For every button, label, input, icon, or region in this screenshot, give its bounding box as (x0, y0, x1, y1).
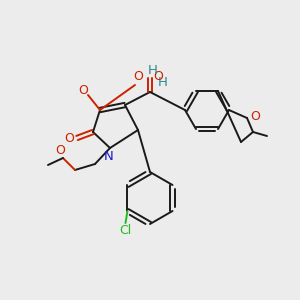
Text: N: N (104, 151, 114, 164)
Text: O: O (153, 70, 163, 83)
Text: O: O (133, 70, 143, 83)
Text: Cl: Cl (119, 224, 132, 238)
Text: O: O (250, 110, 260, 122)
Text: O: O (55, 143, 65, 157)
Text: H: H (158, 76, 168, 88)
Text: O: O (64, 131, 74, 145)
Text: H: H (148, 64, 158, 76)
Text: O: O (78, 83, 88, 97)
